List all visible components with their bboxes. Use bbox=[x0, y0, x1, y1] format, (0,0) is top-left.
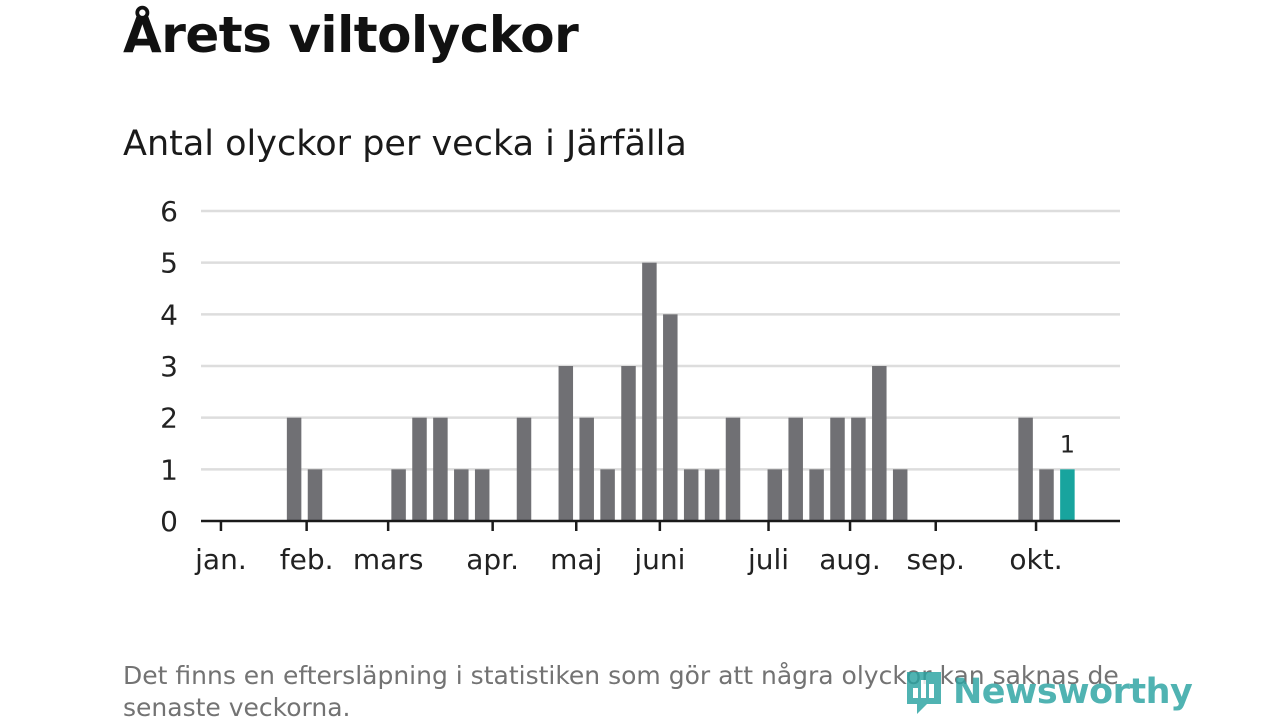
bar bbox=[809, 469, 824, 521]
bar bbox=[1039, 469, 1054, 521]
bar bbox=[767, 469, 783, 521]
bar bbox=[433, 417, 448, 521]
y-tick-label: 5 bbox=[160, 247, 178, 280]
x-tick-label: apr. bbox=[466, 543, 519, 576]
bar bbox=[600, 469, 615, 521]
bar bbox=[892, 469, 908, 521]
bar bbox=[579, 417, 594, 521]
bar bbox=[704, 469, 720, 521]
x-tick-label: feb. bbox=[280, 543, 334, 576]
bar bbox=[307, 469, 323, 521]
data-labels: 1 bbox=[1060, 430, 1075, 458]
bar bbox=[558, 366, 574, 521]
chart-subtitle: Antal olyckor per vecka i Järfälla bbox=[123, 124, 687, 164]
data-label: 1 bbox=[1060, 430, 1075, 458]
bar bbox=[1018, 417, 1033, 521]
bar bbox=[830, 417, 845, 521]
x-axis: jan. feb. mars apr. maj juni juli aug. sep. okt. bbox=[194, 519, 1120, 576]
bar bbox=[516, 417, 532, 521]
x-tick-label: juli bbox=[747, 543, 789, 576]
x-tick-label: sep. bbox=[906, 543, 965, 576]
y-tick-label: 2 bbox=[160, 402, 178, 435]
newsworthy-logo-icon bbox=[907, 672, 941, 714]
x-tick-label: maj bbox=[550, 543, 602, 576]
newsworthy-logo: Newsworthy bbox=[903, 668, 1193, 716]
y-tick-label: 1 bbox=[160, 453, 178, 486]
y-tick-label: 4 bbox=[160, 298, 178, 331]
x-tick-label: jan. bbox=[194, 543, 247, 576]
bar bbox=[474, 469, 490, 521]
bar bbox=[391, 469, 406, 521]
y-axis-ticks: 0 1 2 3 4 5 6 bbox=[160, 195, 178, 538]
bar bbox=[683, 469, 699, 521]
x-tick-label: mars bbox=[353, 543, 424, 576]
bar bbox=[412, 417, 427, 521]
bar bbox=[872, 366, 887, 521]
x-tick-label: okt. bbox=[1009, 543, 1062, 576]
bar bbox=[286, 417, 302, 521]
chart-title: Årets viltolyckor bbox=[123, 6, 579, 64]
bar bbox=[663, 314, 678, 521]
bar bbox=[725, 417, 741, 521]
bar bbox=[851, 417, 866, 521]
x-tick-label: juni bbox=[633, 543, 685, 576]
bar-chart: 0 1 2 3 4 5 6 jan. feb. mars apr. maj juni juli aug. s… bbox=[160, 195, 1120, 576]
gridlines bbox=[201, 209, 1120, 471]
bar bbox=[621, 366, 636, 521]
y-tick-label: 6 bbox=[160, 195, 178, 228]
x-tick-label: aug. bbox=[819, 543, 881, 576]
bar bbox=[788, 417, 803, 521]
footnote: Det finns en eftersläpning i statistiken… bbox=[123, 661, 1119, 722]
bar-highlight bbox=[1060, 469, 1075, 521]
bar bbox=[454, 469, 469, 521]
bars bbox=[286, 262, 1075, 521]
y-tick-label: 0 bbox=[160, 505, 178, 538]
bar bbox=[642, 262, 657, 521]
newsworthy-logo-text: Newsworthy bbox=[953, 672, 1193, 712]
y-tick-label: 3 bbox=[160, 350, 178, 383]
